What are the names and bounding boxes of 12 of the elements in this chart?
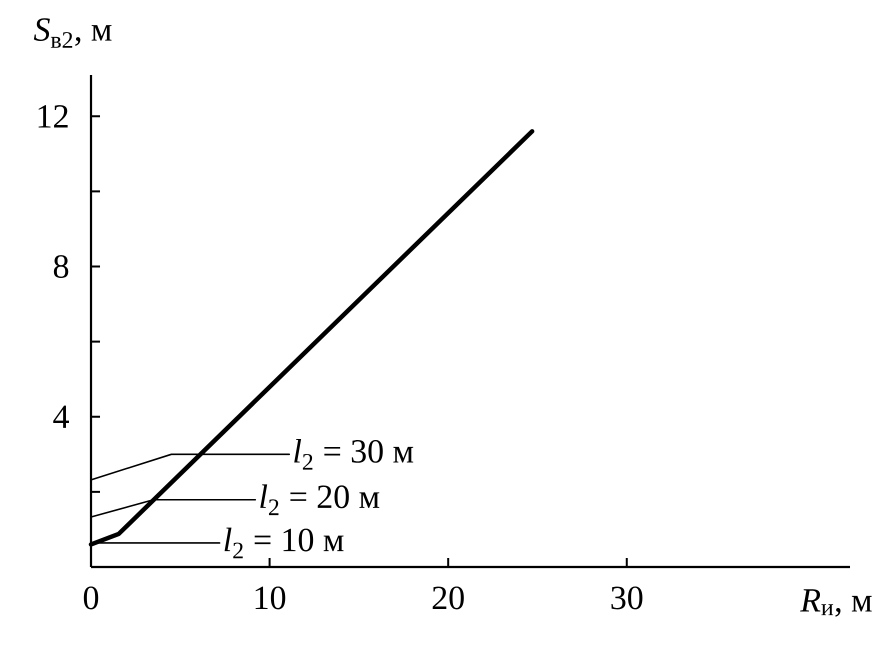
series-label: l$_{2}$ = 20 м <box>260 484 380 516</box>
series-label: l$_{2}$ = 30 м <box>294 438 414 470</box>
y-tick-label: 12 <box>38 105 68 128</box>
x-tick-label: 30 <box>611 586 642 610</box>
x-tick-label: 0 <box>84 586 98 610</box>
y-axis-title: S$_{в2}$, м <box>34 18 112 48</box>
y-tick-label: 4 <box>53 406 69 428</box>
series-label: l$_{2}$ = 10 м <box>224 528 344 558</box>
x-tick-label: 10 <box>256 586 286 610</box>
x-axis-title: R$_{и}$, м <box>800 589 872 617</box>
x-tick-label: 20 <box>432 586 464 610</box>
y-tick-label: 8 <box>54 255 68 278</box>
